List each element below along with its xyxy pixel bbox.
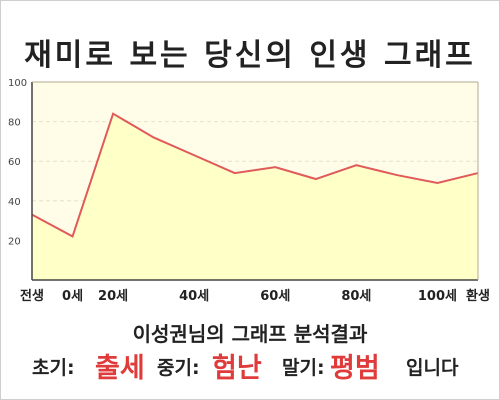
y-tick-labels: 20 40 60 80 100 (8, 78, 27, 247)
x-tick-6: 60세 (260, 289, 290, 304)
axes (31, 81, 479, 281)
y-tick-100: 100 (8, 78, 27, 89)
x-tick-4: 40세 (179, 289, 209, 304)
y-tick-80: 80 (8, 118, 21, 129)
middle-label: 중기: (157, 357, 200, 379)
x-tick-8: 80세 (341, 289, 371, 304)
y-tick-40: 40 (8, 197, 21, 208)
middle-value: 험난 (212, 353, 262, 384)
x-tick-2: 20세 (98, 289, 128, 304)
early-label: 초기: (32, 357, 75, 379)
y-tick-20: 20 (8, 236, 21, 247)
series-line (31, 112, 479, 238)
analysis-subtitle: 이성권님의 그래프 분석결과 (132, 322, 368, 346)
late-value: 평범 (330, 353, 380, 384)
x-tick-labels: 전생 0세 20세 40세 60세 80세 100세 환생 (20, 288, 490, 304)
x-tick-1: 0세 (62, 289, 83, 304)
late-label: 말기: (282, 357, 325, 379)
y-tick-60: 60 (8, 157, 21, 168)
early-value: 출세 (95, 353, 145, 384)
ending-text: 입니다 (406, 357, 459, 379)
x-tick-11: 환생 (466, 288, 490, 304)
page-title: 재미로 보는 당신의 인생 그래프 (24, 38, 476, 73)
analysis-summary: 초기: 출세 중기: 험난 말기: 평범 입니다 (0, 344, 500, 384)
series-area (32, 113, 478, 281)
x-tick-0: 전생 (20, 288, 44, 304)
x-tick-10: 100세 (418, 289, 457, 304)
